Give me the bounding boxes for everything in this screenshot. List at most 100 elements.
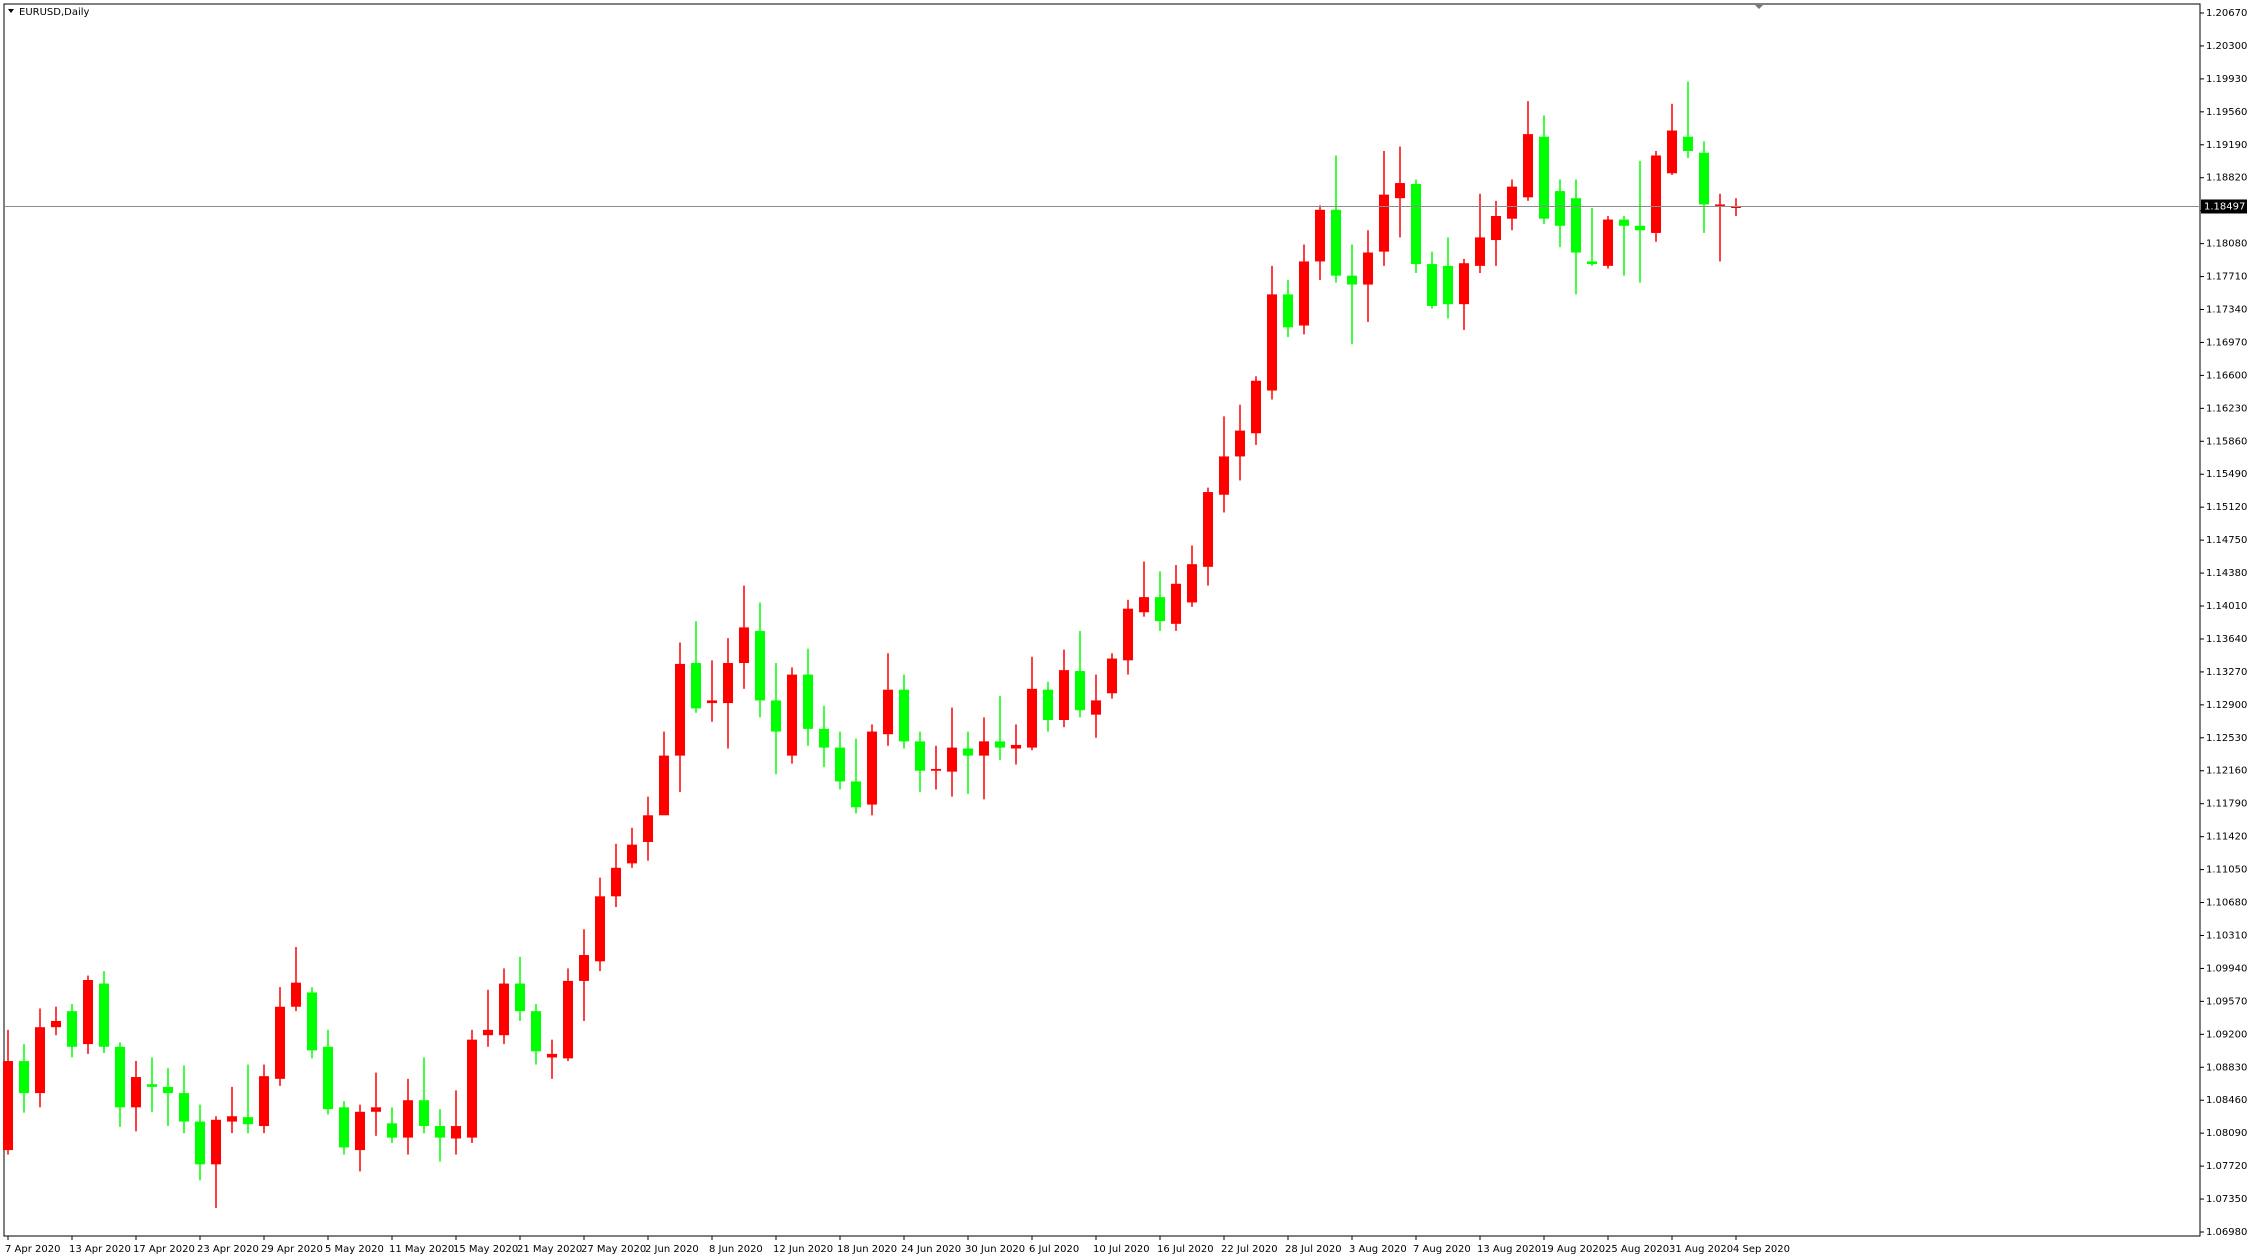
candle-body [211,1119,221,1165]
price-label: 1.18497 [2204,201,2245,212]
candle-body [1283,294,1293,328]
candle-body [835,747,845,782]
y-tick-label: 1.08090 [2206,1128,2247,1139]
y-tick-label: 1.10680 [2206,898,2247,909]
candle-body [515,983,525,1012]
candle-body [963,748,973,756]
y-tick-label: 1.12160 [2206,766,2247,777]
candle-body [627,844,637,864]
price-label-bg [2201,199,2247,214]
candle-body [131,1077,141,1108]
candle-body [499,983,509,1036]
candle-body [1091,700,1101,715]
candle-body [899,689,909,742]
candle-body [1379,194,1389,252]
candle-body [67,1011,77,1047]
y-tick-label: 1.14380 [2206,568,2247,579]
candle-body [435,1126,445,1138]
candle-body [1011,744,1021,749]
candle-body [1123,608,1133,661]
candle-body [227,1116,237,1122]
y-tick-label: 1.15860 [2206,436,2247,447]
candle-body [387,1123,397,1138]
candle-body [1075,671,1085,711]
candle-body [483,1029,493,1036]
x-tick-label: 15 May 2020 [453,1244,518,1255]
y-tick-label: 1.13640 [2206,634,2247,645]
chart-title: EURUSD,Daily [19,7,90,18]
candle-body [1107,658,1117,694]
y-tick-label: 1.16230 [2206,403,2247,414]
candle-body [1651,155,1661,233]
candle-body [611,867,621,897]
y-tick-label: 1.08830 [2206,1062,2247,1073]
x-tick-label: 10 Jul 2020 [1093,1244,1150,1255]
y-tick-label: 1.11790 [2206,799,2247,810]
y-tick-label: 1.19930 [2206,74,2247,85]
candle-body [547,1053,557,1058]
candle-body [339,1107,349,1148]
y-tick-label: 1.06980 [2206,1227,2247,1238]
candle-body [1395,183,1405,199]
candle-body [675,663,685,756]
candle-body [1187,564,1197,603]
x-tick-label: 27 May 2020 [581,1244,646,1255]
candle-body [1043,689,1053,720]
y-tick-label: 1.11420 [2206,832,2247,843]
x-tick-label: 28 Jul 2020 [1285,1244,1342,1255]
y-tick-label: 1.20300 [2206,41,2247,52]
candle-body [1363,252,1373,285]
candle-body [867,731,877,805]
y-tick-label: 1.19190 [2206,140,2247,151]
candle-body [1331,209,1341,276]
y-tick-label: 1.12900 [2206,700,2247,711]
y-tick-label: 1.18080 [2206,239,2247,250]
x-tick-label: 24 Jun 2020 [901,1244,961,1255]
candle-body [83,980,93,1045]
candle-body [403,1100,413,1138]
candle-body [243,1117,253,1125]
candle-body [1715,204,1725,206]
candle-body [1235,430,1245,457]
candle-body [531,1011,541,1052]
y-tick-label: 1.17340 [2206,305,2247,316]
candle-body [355,1111,365,1151]
candle-body [19,1061,29,1094]
x-tick-label: 31 Aug 2020 [1669,1244,1733,1255]
y-tick-label: 1.09940 [2206,963,2247,974]
candle-body [147,1084,157,1087]
y-tick-label: 1.14010 [2206,601,2247,612]
candle-body [979,741,989,756]
candle-body [739,627,749,664]
candle-body [1459,263,1469,305]
x-tick-label: 5 May 2020 [325,1244,384,1255]
x-tick-label: 19 Aug 2020 [1541,1244,1605,1255]
candle-body [419,1100,429,1127]
candle-body [323,1046,333,1110]
x-tick-label: 29 Apr 2020 [261,1244,323,1255]
x-tick-label: 16 Jul 2020 [1157,1244,1214,1255]
candle-body [1619,219,1629,226]
x-tick-label: 7 Aug 2020 [1413,1244,1471,1255]
candle-body [1475,237,1485,266]
y-tick-label: 1.10310 [2206,930,2247,941]
x-tick-label: 12 Jun 2020 [773,1244,833,1255]
candle-body [1139,597,1149,613]
x-tick-label: 18 Jun 2020 [837,1244,897,1255]
menu-arrow[interactable] [8,9,14,13]
x-tick-label: 4 Sep 2020 [1733,1244,1790,1255]
candle-body [563,980,573,1059]
x-tick-label: 7 Apr 2020 [5,1244,60,1255]
candle-body [1443,265,1453,305]
candle-body [195,1121,205,1165]
candle-body [1507,186,1517,219]
y-tick-label: 1.11050 [2206,865,2247,876]
candle-body [467,1039,477,1138]
x-tick-label: 11 May 2020 [389,1244,454,1255]
candle-body [1171,583,1181,624]
candle-body [1251,380,1261,434]
y-tick-label: 1.13270 [2206,667,2247,678]
candle-body [995,741,1005,748]
candle-body [163,1086,173,1094]
